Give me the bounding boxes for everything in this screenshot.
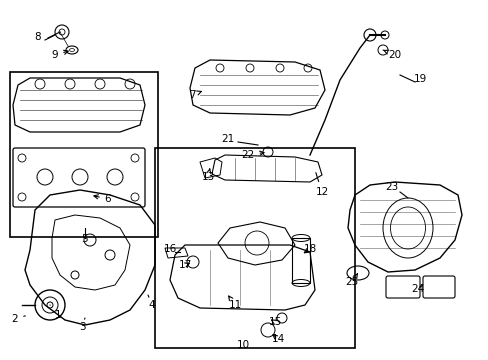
- Text: 23: 23: [385, 182, 398, 192]
- Text: 2: 2: [12, 314, 25, 324]
- Text: 25: 25: [345, 274, 358, 287]
- Text: 13: 13: [201, 169, 214, 182]
- Text: 8: 8: [35, 32, 41, 42]
- Text: 15: 15: [268, 317, 281, 327]
- Text: 9: 9: [52, 50, 68, 60]
- Text: 5: 5: [81, 234, 88, 244]
- Text: 17: 17: [178, 260, 191, 270]
- Bar: [10, 72, 158, 237]
- Text: 4: 4: [148, 295, 155, 310]
- Text: 16: 16: [163, 244, 176, 254]
- Text: 24: 24: [410, 284, 424, 294]
- Text: 3: 3: [79, 318, 85, 332]
- Text: 22: 22: [241, 150, 264, 160]
- Text: 7: 7: [188, 90, 201, 100]
- Text: 18: 18: [303, 244, 316, 254]
- Text: 12: 12: [315, 173, 328, 197]
- Text: 14: 14: [271, 334, 284, 344]
- Text: 11: 11: [228, 296, 241, 310]
- Text: 6: 6: [94, 194, 111, 204]
- Text: 10: 10: [236, 340, 249, 350]
- Bar: [291, 238, 309, 283]
- Text: 20: 20: [382, 50, 401, 60]
- Text: 21: 21: [221, 134, 234, 144]
- Text: 19: 19: [412, 74, 426, 84]
- Text: 1: 1: [50, 305, 61, 320]
- Bar: [155, 148, 354, 348]
